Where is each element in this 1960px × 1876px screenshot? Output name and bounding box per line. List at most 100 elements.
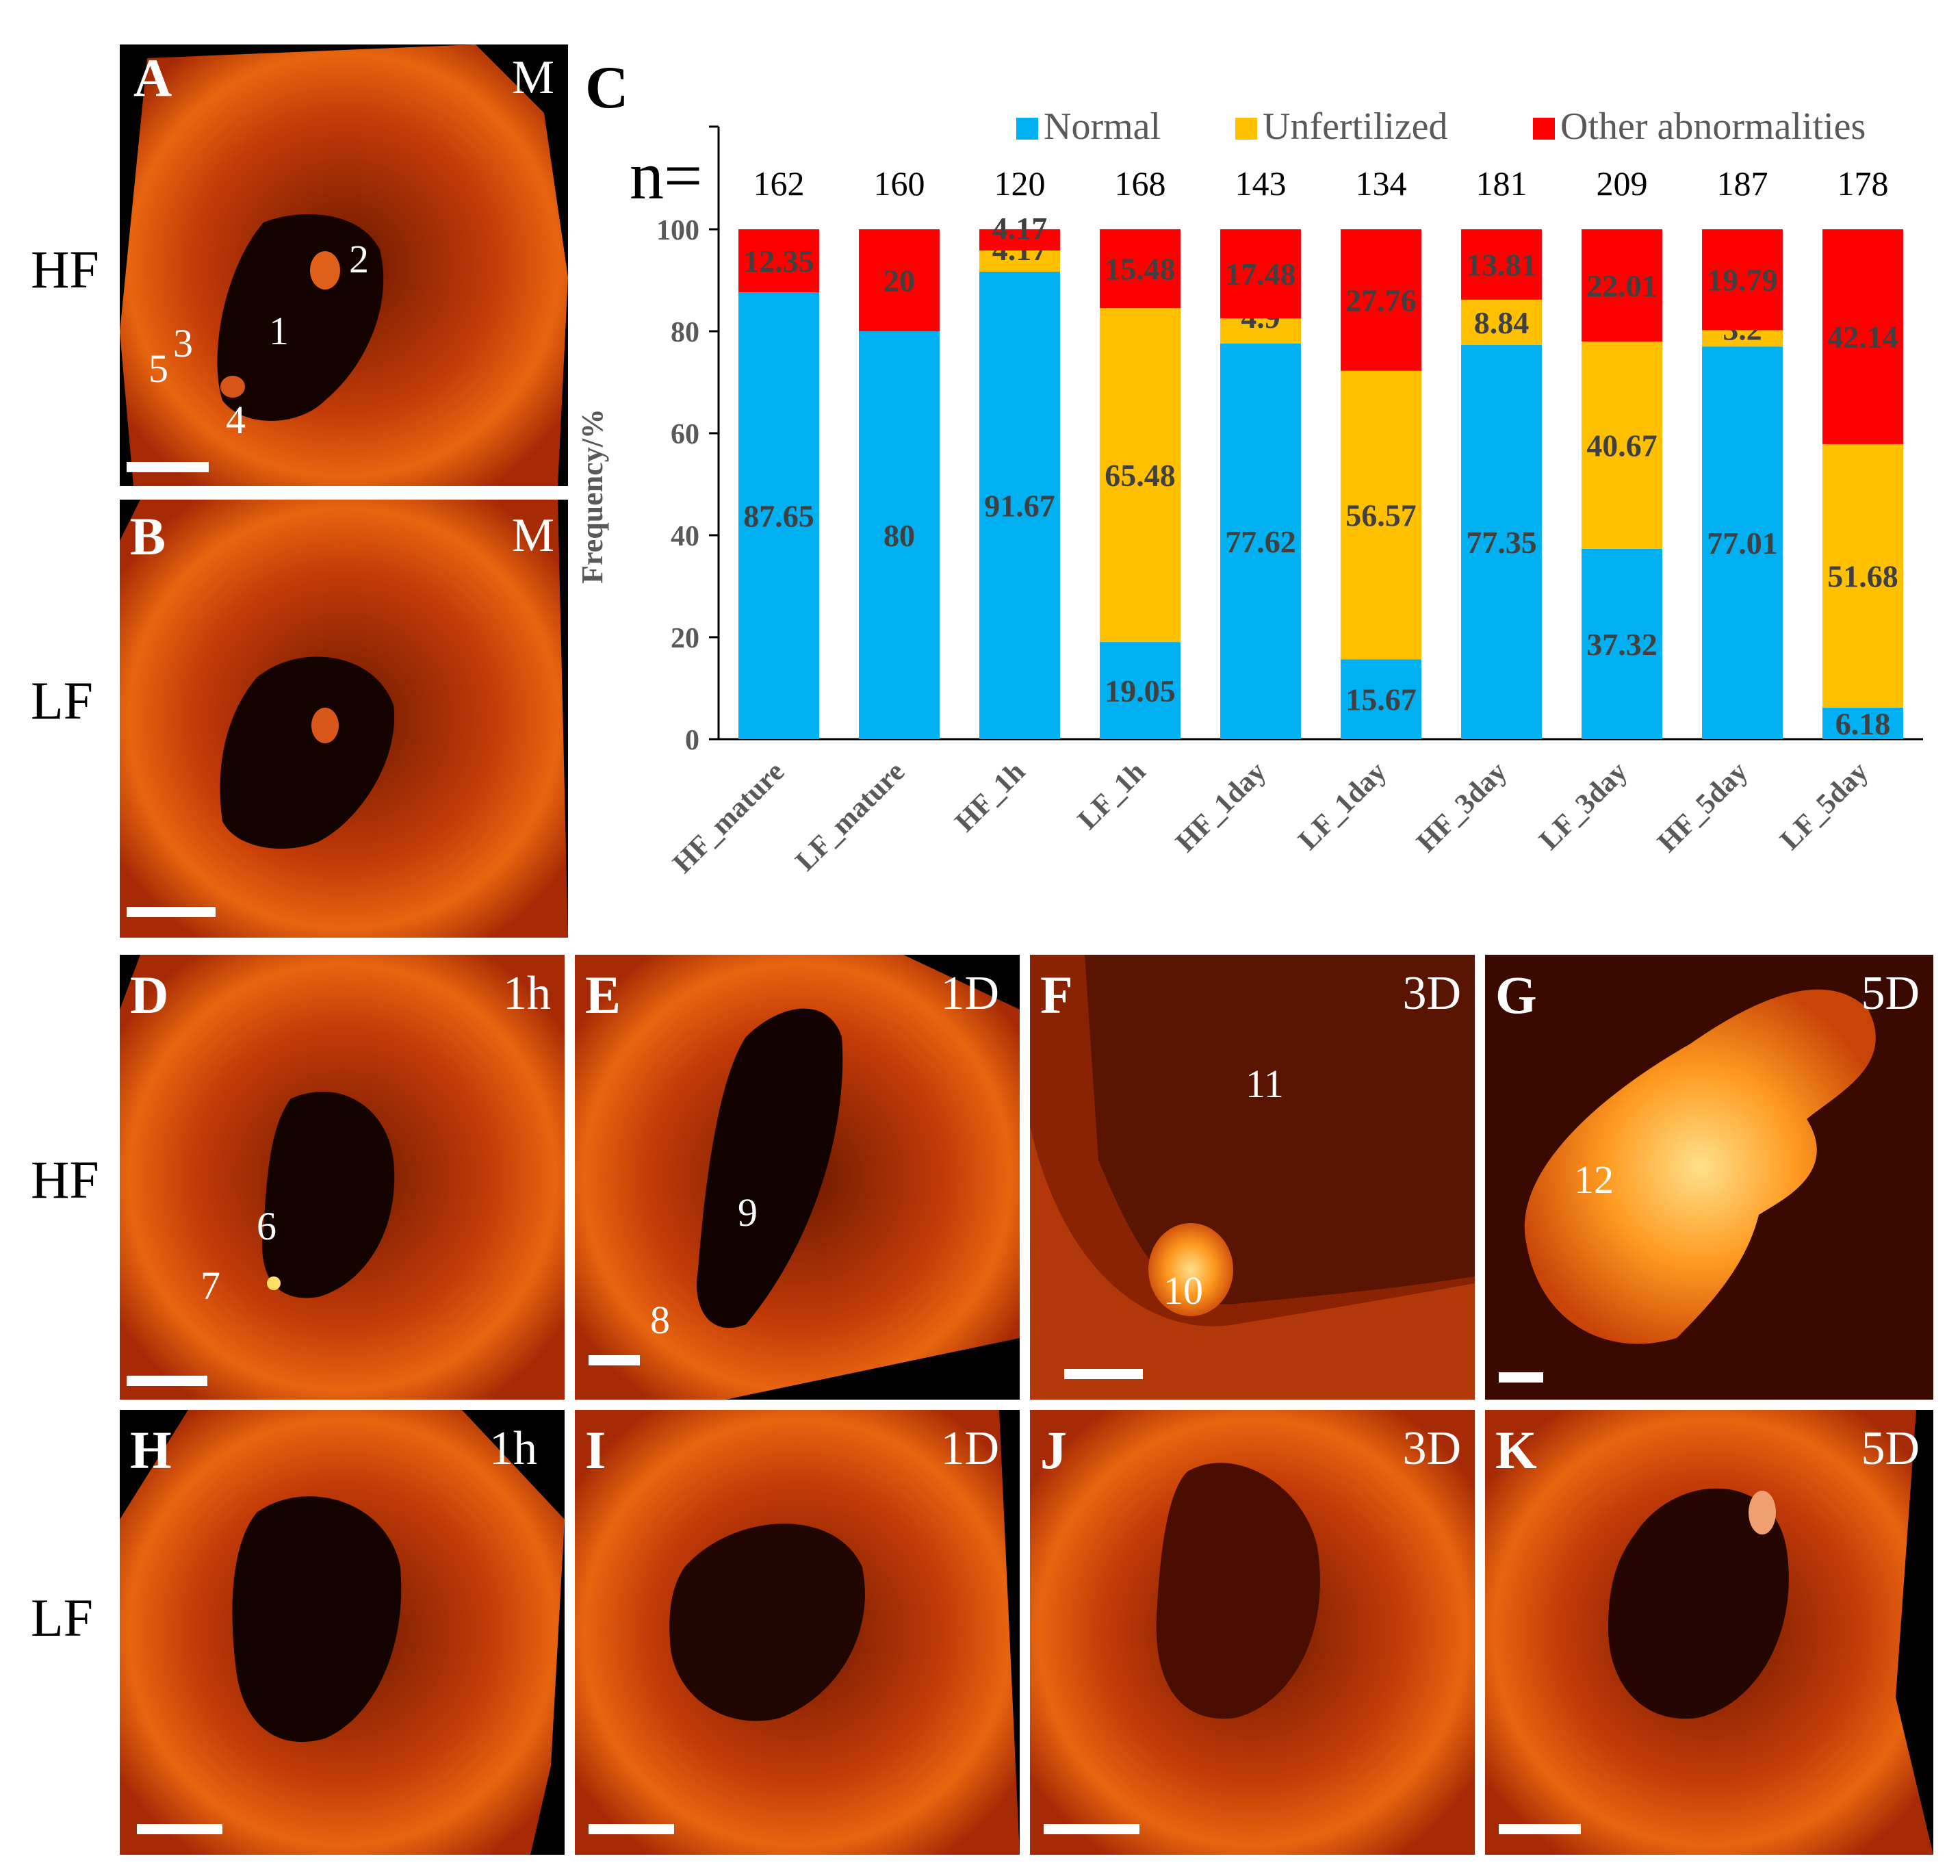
bar-segment [1341,229,1421,371]
data-label: 6.18 [1835,706,1891,741]
scale-bar [1064,1369,1143,1379]
data-label: 13.81 [1466,247,1537,282]
bar-segment [1461,229,1542,300]
structure-number: 12 [1574,1157,1614,1202]
structure-number: 4 [226,398,246,442]
structure-number: 1 [269,309,289,353]
data-label: 87.65 [743,499,814,534]
data-label: 80 [884,518,915,553]
panel-letter-B: B [130,506,166,566]
bar-segment [738,292,819,739]
panel-letter-D: D [130,965,169,1025]
data-label: 8.84 [1474,305,1530,340]
data-label: 15.48 [1105,252,1176,287]
x-tick-label: HF_3day [1410,756,1513,859]
chart-bars: 87.6512.35802091.674.174.1719.0565.4815.… [738,211,1903,741]
panel-tag-H: 1h [489,1422,537,1475]
x-tick-label: LF_1day [1293,756,1393,856]
n-value: 162 [753,164,805,203]
structure-number: 11 [1246,1062,1284,1106]
panel-K-micrograph: K 5D [1485,1410,1933,1855]
data-label: 4.17 [992,211,1048,246]
bar-segment [979,250,1060,272]
panel-F-micrograph: F 3D 10 11 [1030,955,1475,1400]
data-label: 42.14 [1827,320,1898,355]
bar-segment [979,272,1060,740]
scale-bar [127,462,209,472]
scale-bar [127,1376,207,1386]
n-value: 168 [1115,164,1166,203]
legend-label: Normal [1044,105,1161,148]
x-tick-label: LF_mature [790,756,911,877]
data-label: 37.32 [1586,627,1658,662]
panel-letter-C: C [585,55,629,121]
panel-tag-G: 5D [1861,967,1920,1020]
bar-segment [1702,346,1783,739]
structure-number: 3 [173,321,193,365]
bar-segment [1461,344,1542,739]
panel-tag-B: M [511,509,554,562]
n-value: 134 [1356,164,1407,203]
bar-segment [1100,229,1181,309]
bar-segment [1702,330,1783,347]
legend-label: Unfertilized [1263,105,1448,148]
x-tick-label: HF_mature [667,756,790,879]
scale-bar [127,907,216,917]
bar-segment [1582,341,1662,549]
panel-E-micrograph: E 1D 8 9 [575,955,1020,1400]
panel-I-micrograph: I 1D [575,1410,1020,1855]
bar-segment [1702,229,1783,331]
scale-bar [1044,1824,1139,1834]
embryo-image [1485,955,1933,1400]
x-tick-label: HF_5day [1651,756,1754,859]
chart-legend: Normal Unfertilized Other abnormalities [1016,105,1866,148]
n-value: 143 [1235,164,1287,203]
legend-swatch [1016,118,1038,140]
row-label-LF: LF [31,671,94,730]
bar-segment [1220,229,1301,319]
ovule-image [120,500,568,938]
structure-number: 7 [201,1263,220,1308]
bar-segment [859,331,940,739]
bar-segment [1220,318,1301,344]
panel-B-micrograph: B M [120,500,568,938]
structure-number: 6 [257,1204,276,1248]
scale-bar [1499,1824,1581,1834]
x-tick-label: HF_1day [1170,756,1272,859]
bar-segment [1341,370,1421,660]
data-label: 65.48 [1105,458,1176,493]
bar-segment [979,229,1060,250]
data-label: 77.62 [1225,524,1296,559]
panel-letter-K: K [1495,1420,1537,1480]
bar-segment [1220,343,1301,740]
legend-label: Other abnormalities [1560,105,1866,148]
panel-D-micrograph: D 1h 6 7 [120,955,565,1400]
bar-segment [1822,444,1903,708]
bar-segment [1100,642,1181,739]
ovule-image [575,1410,1020,1855]
bar-segment [1822,707,1903,739]
y-tick-label: 0 [685,725,699,756]
bar-segment [1582,229,1662,342]
n-value: 209 [1597,164,1648,203]
panel-tag-A: M [511,51,554,104]
row-label-LF: LF [31,1588,94,1647]
n-value: 178 [1838,164,1889,203]
bar-segment [1100,308,1181,643]
embryo-image [1030,955,1475,1400]
structure-number: 8 [650,1298,670,1342]
bar-segment [859,229,940,331]
scale-bar [1499,1372,1543,1383]
panel-G-micrograph: G 5D 12 [1485,955,1933,1400]
panel-letter-G: G [1495,965,1537,1025]
data-label: 56.57 [1345,498,1417,533]
data-label: 19.79 [1707,263,1778,298]
y-tick-label: 100 [656,215,699,246]
panel-H-micrograph: H 1h [120,1410,565,1855]
panel-letter-A: A [133,48,172,107]
y-tick-label: 40 [671,521,699,552]
bar-segment [1582,548,1662,739]
structure-number: 5 [149,346,168,391]
structure-number: 10 [1163,1268,1203,1313]
